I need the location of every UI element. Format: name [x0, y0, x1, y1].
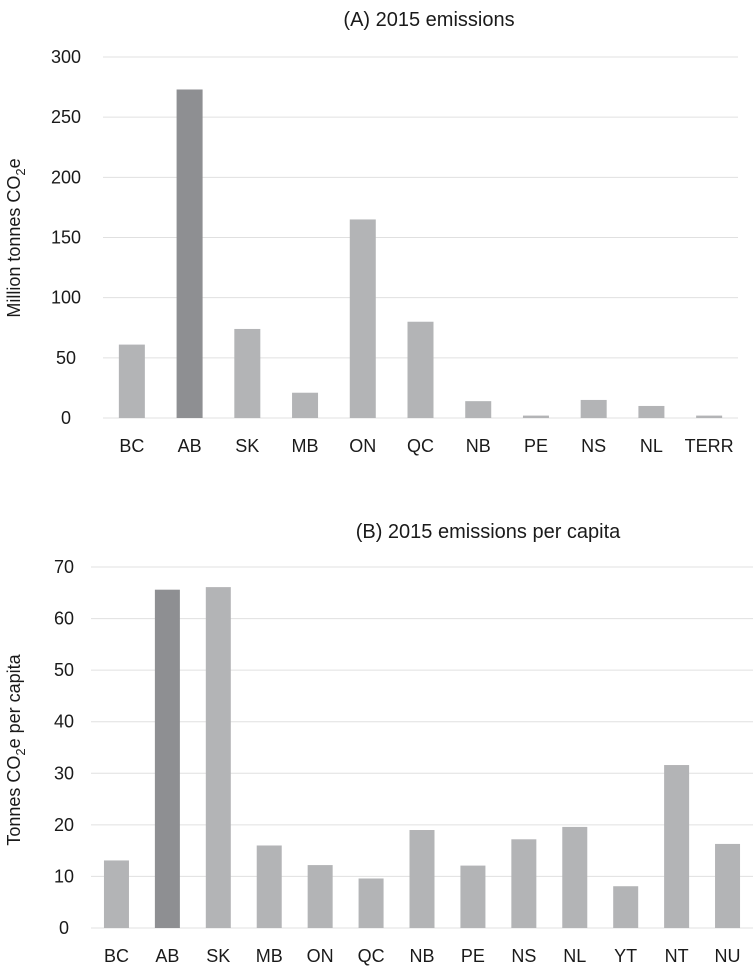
chart-b-x-ticks: BC AB SK MB ON QC NB PE NS NL YT NT NU — [104, 946, 741, 966]
chart-b: (B) 2015 emissions per capita 0 10 20 30 40 5… — [4, 521, 753, 966]
chart-a-bar-sk — [234, 328, 261, 418]
chart-b-bar-yt — [613, 886, 639, 928]
chart-b-y-axis-label: Tonnes CO2e per capita — [4, 653, 28, 845]
chart-a-x-tick-label: TERR — [685, 436, 734, 456]
chart-b-y-ticks: 0 10 20 30 40 50 60 70 — [54, 557, 74, 938]
chart-a-bar-nb — [465, 401, 492, 418]
chart-a-x-tick-label: SK — [235, 436, 259, 456]
chart-a-x-tick-label: ON — [349, 436, 376, 456]
chart-a-y-tick-label: 150 — [51, 228, 81, 248]
chart-b-x-tick-label: PE — [461, 946, 485, 966]
chart-a-x-tick-label: PE — [524, 436, 548, 456]
chart-b-bar-nu — [715, 843, 741, 928]
chart-a-y-tick-label: 0 — [61, 408, 71, 428]
chart-b-y-tick-label: 40 — [54, 712, 74, 732]
chart-b-y-tick-label: 70 — [54, 557, 74, 577]
chart-a-bar-ns — [580, 399, 607, 418]
chart-a-x-tick-label: NL — [640, 436, 663, 456]
chart-a-title: (A) 2015 emissions — [343, 9, 514, 31]
chart-a-x-ticks: BC AB SK MB ON QC NB PE NS NL TERR — [119, 436, 733, 456]
chart-b-title: (B) 2015 emissions per capita — [356, 521, 621, 543]
chart-b-bar-nb — [409, 830, 435, 928]
chart-b-x-tick-label: BC — [104, 946, 129, 966]
chart-a-y-tick-label: 250 — [51, 107, 81, 127]
chart-b-y-tick-label: 20 — [54, 815, 74, 835]
chart-b-bar-on — [307, 865, 333, 928]
chart-b-x-tick-label: SK — [206, 946, 230, 966]
chart-a-bar-nl — [638, 405, 665, 418]
chart-b-x-tick-label: NT — [665, 946, 689, 966]
chart-b-bar-ab — [154, 589, 180, 928]
chart-b-y-tick-label: 60 — [54, 609, 74, 629]
chart-a-y-axis-label: Million tonnes CO2e — [4, 158, 28, 317]
chart-a-bar-on — [349, 219, 376, 418]
chart-a-x-tick-label: AB — [178, 436, 202, 456]
chart-a-x-tick-label: NS — [581, 436, 606, 456]
chart-b-x-tick-label: NB — [409, 946, 434, 966]
chart-a-bars — [118, 89, 723, 419]
chart-b-x-tick-label: QC — [358, 946, 385, 966]
chart-a-x-tick-label: MB — [292, 436, 319, 456]
chart-b-x-tick-label: MB — [256, 946, 283, 966]
chart-b-bars — [103, 587, 741, 928]
chart-a-x-tick-label: BC — [119, 436, 144, 456]
chart-b-bar-bc — [103, 860, 129, 928]
chart-b-y-tick-label: 50 — [54, 660, 74, 680]
chart-b-bar-mb — [256, 845, 282, 928]
chart-b-bar-pe — [460, 865, 486, 928]
chart-b-bar-sk — [205, 587, 231, 928]
chart-a-bar-terr — [696, 415, 723, 418]
chart-b-x-tick-label: AB — [155, 946, 179, 966]
chart-a-y-tick-label: 50 — [56, 348, 76, 368]
chart-b-x-tick-label: NL — [563, 946, 586, 966]
chart-b-bar-qc — [358, 878, 384, 928]
chart-a-bar-qc — [407, 321, 434, 418]
chart-b-bar-ns — [511, 839, 537, 928]
chart-b-y-tick-label: 0 — [59, 918, 69, 938]
chart-a-y-tick-label: 300 — [51, 47, 81, 67]
chart-b-y-tick-label: 10 — [54, 866, 74, 886]
chart-b-y-tick-label: 30 — [54, 763, 74, 783]
chart-a-gridlines — [103, 56, 738, 419]
chart-a-bar-pe — [522, 415, 549, 418]
chart-b-x-tick-label: NU — [715, 946, 741, 966]
chart-a-x-tick-label: NB — [466, 436, 491, 456]
chart-a-y-tick-label: 100 — [51, 288, 81, 308]
chart-b-bar-nl — [562, 826, 588, 928]
chart-a-bar-mb — [292, 392, 319, 418]
chart-a-y-tick-label: 200 — [51, 167, 81, 187]
chart-b-x-tick-label: NS — [511, 946, 536, 966]
chart-a-bar-ab — [176, 89, 203, 419]
chart-a-x-tick-label: QC — [407, 436, 434, 456]
chart-a-y-ticks: 0 50 100 150 200 250 300 — [51, 47, 81, 428]
chart-b-x-tick-label: YT — [614, 946, 637, 966]
chart-a: (A) 2015 emissions 0 50 100 150 200 250 300 BC… — [4, 9, 738, 456]
chart-b-bar-nt — [664, 765, 690, 928]
chart-a-bar-bc — [118, 344, 145, 418]
chart-b-x-tick-label: ON — [307, 946, 334, 966]
